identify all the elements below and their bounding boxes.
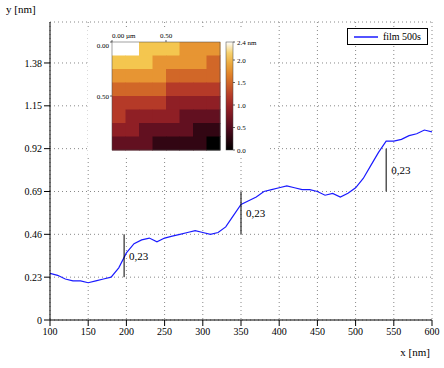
- svg-text:2.4 nm: 2.4 nm: [237, 39, 257, 47]
- svg-text:150: 150: [81, 326, 96, 337]
- svg-text:0.23: 0.23: [25, 272, 43, 283]
- svg-text:250: 250: [157, 326, 172, 337]
- html-text:film 500s: film 500s: [382, 31, 421, 42]
- svg-text:1.15: 1.15: [25, 100, 43, 111]
- svg-text:200: 200: [119, 326, 134, 337]
- svg-text:0,23: 0,23: [391, 164, 411, 176]
- svg-text:0: 0: [37, 315, 42, 326]
- svg-text:0.69: 0.69: [25, 186, 43, 197]
- svg-text:500: 500: [348, 326, 363, 337]
- svg-text:600: 600: [425, 326, 440, 337]
- svg-text:550: 550: [386, 326, 401, 337]
- svg-text:450: 450: [310, 326, 325, 337]
- svg-text:0.92: 0.92: [25, 143, 43, 154]
- svg-text:0.50: 0.50: [160, 32, 173, 40]
- html-text:y [nm]: y [nm]: [6, 3, 36, 15]
- svg-text:0.00 µm: 0.00 µm: [112, 32, 136, 40]
- svg-text:0.5: 0.5: [237, 124, 246, 132]
- svg-text:1.0: 1.0: [237, 102, 246, 110]
- html-text:x [nm]: x [nm]: [400, 346, 430, 358]
- svg-text:0.46: 0.46: [25, 229, 43, 240]
- svg-text:0.00: 0.00: [97, 42, 110, 50]
- svg-text:0.50: 0.50: [97, 93, 110, 101]
- svg-text:300: 300: [195, 326, 210, 337]
- svg-text:1.38: 1.38: [25, 58, 43, 69]
- svg-text:0.0: 0.0: [237, 147, 246, 155]
- svg-text:100: 100: [43, 326, 58, 337]
- svg-text:1.5: 1.5: [237, 79, 246, 87]
- svg-text:0,23: 0,23: [246, 207, 266, 219]
- svg-text:2.0: 2.0: [237, 57, 246, 65]
- svg-text:0,23: 0,23: [129, 250, 149, 262]
- svg-text:400: 400: [272, 326, 287, 337]
- svg-text:350: 350: [234, 326, 249, 337]
